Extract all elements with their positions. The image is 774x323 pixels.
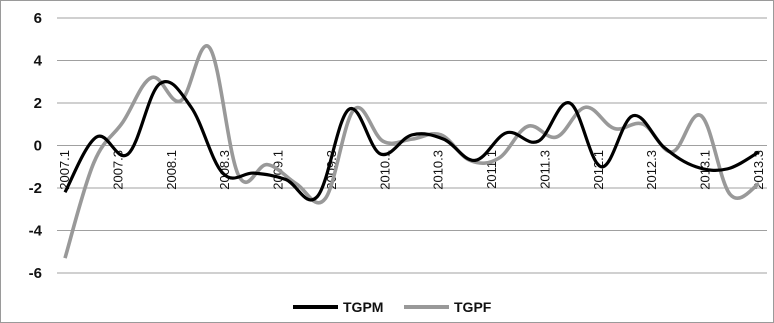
x-tick-label: 2008.1 (164, 150, 179, 190)
y-tick-label: 6 (34, 10, 42, 27)
gridlines (57, 17, 767, 274)
x-tick-label: 2008.3 (217, 150, 232, 190)
y-tick-label: -2 (29, 180, 42, 197)
x-tick-label: 2007.1 (57, 150, 72, 190)
x-tick-label: 2013.3 (751, 150, 766, 190)
x-tick-label: 2007.3 (110, 150, 125, 190)
y-axis-ticks: -6 -4 -2 0 2 4 6 (29, 10, 43, 282)
x-tick-label: 2009.3 (324, 150, 339, 190)
y-tick-label: 0 (34, 138, 42, 155)
x-tick-label: 2011.1 (484, 150, 499, 189)
y-tick-label: 2 (34, 95, 42, 112)
x-tick-label: 2010.3 (431, 150, 446, 190)
legend-label-tgpm: TGPM (343, 299, 383, 315)
series-line-tgpm (63, 80, 760, 202)
x-axis-ticks: 2007.1 2007.3 2008.1 2008.3 2009.1 2009.3 2010… (57, 150, 766, 190)
y-tick-label: -6 (29, 265, 42, 282)
series-line-tgpf (63, 44, 760, 259)
x-tick-label: 2012.3 (644, 150, 659, 190)
legend: TGPM TGPF (293, 299, 492, 315)
y-tick-label: -4 (29, 223, 43, 240)
x-tick-label: 2010.1 (377, 150, 392, 190)
x-tick-label: 2011.3 (537, 150, 552, 189)
y-tick-label: 4 (34, 53, 43, 70)
series-lines (63, 44, 760, 259)
legend-label-tgpf: TGPF (454, 299, 492, 315)
